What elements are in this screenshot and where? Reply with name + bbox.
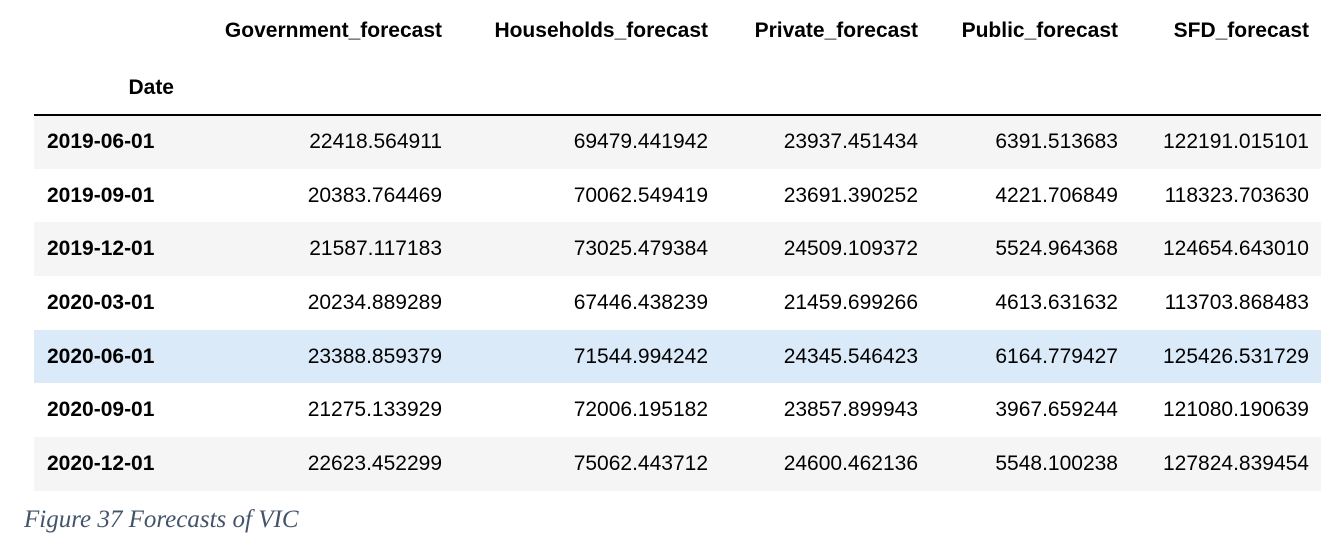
dataframe-output: Government_forecast Households_forecast … [34, 0, 1321, 491]
cell-households: 73025.479384 [573, 237, 708, 261]
cell-households: 70062.549419 [573, 183, 708, 207]
column-header: Households_forecast [494, 18, 708, 42]
cell-sfd: 113703.868483 [1164, 290, 1309, 314]
cell-public: 5524.964368 [995, 237, 1118, 261]
cell-government: 20383.764469 [307, 183, 442, 207]
cell-private: 23857.899943 [783, 398, 918, 422]
empty-header-cell [720, 61, 930, 116]
table-row: 2020-09-01 21275.133929 72006.195182 238… [34, 383, 1321, 437]
cell-government: 21275.133929 [307, 398, 442, 422]
column-header: SFD_forecast [1173, 18, 1309, 42]
cell-public: 3967.659244 [995, 398, 1118, 422]
cell-government: 23388.859379 [307, 344, 442, 368]
cell-sfd: 118323.703630 [1164, 183, 1309, 207]
cell-public: 5548.100238 [995, 451, 1118, 475]
table-row: 2019-12-01 21587.117183 73025.479384 245… [34, 222, 1321, 277]
column-header-row: Government_forecast Households_forecast … [34, 0, 1321, 61]
index-name: Date [34, 61, 184, 116]
cell-households: 72006.195182 [573, 398, 708, 422]
table-header: Government_forecast Households_forecast … [34, 0, 1321, 116]
figure-caption: Figure 37 Forecasts of VIC [24, 506, 299, 533]
row-index-date: 2020-06-01 [47, 344, 155, 368]
cell-government: 22418.564911 [309, 130, 442, 154]
table-row: 2019-09-01 20383.764469 70062.549419 236… [34, 169, 1321, 223]
cell-private: 21459.699266 [783, 290, 918, 314]
column-header: Private_forecast [754, 18, 918, 42]
cell-sfd: 122191.015101 [1163, 130, 1309, 154]
column-header: Government_forecast [224, 18, 442, 42]
index-name-row: Date [34, 61, 1321, 116]
empty-header-cell [930, 61, 1130, 116]
table-body: 2019-06-01 22418.564911 69479.441942 239… [34, 115, 1321, 491]
cell-sfd: 125426.531729 [1163, 344, 1309, 368]
cell-sfd: 124654.643010 [1163, 237, 1309, 261]
cell-private: 24509.109372 [783, 237, 918, 261]
corner-cell [34, 0, 184, 61]
table-row: 2020-03-01 20234.889289 67446.438239 214… [34, 276, 1321, 330]
cell-government: 20234.889289 [307, 290, 442, 314]
row-index-date: 2020-09-01 [47, 398, 155, 422]
cell-households: 71544.994242 [573, 344, 708, 368]
empty-header-cell [1130, 61, 1321, 116]
empty-header-cell [454, 61, 720, 116]
forecast-table: Government_forecast Households_forecast … [34, 0, 1321, 491]
row-index-date: 2020-12-01 [47, 451, 155, 475]
cell-government: 21587.117183 [309, 237, 442, 261]
cell-public: 4221.706849 [995, 183, 1118, 207]
cell-households: 75062.443712 [573, 451, 708, 475]
cell-public: 4613.631632 [995, 290, 1118, 314]
row-index-date: 2020-03-01 [47, 290, 155, 314]
table-row: 2020-12-01 22623.452299 75062.443712 246… [34, 437, 1321, 491]
cell-sfd: 121080.190639 [1163, 398, 1309, 422]
column-header: Public_forecast [961, 18, 1118, 42]
cell-private: 24345.546423 [783, 344, 918, 368]
table-row: 2019-06-01 22418.564911 69479.441942 239… [34, 115, 1321, 169]
row-index-date: 2019-12-01 [47, 237, 155, 261]
table-row-highlighted: 2020-06-01 23388.859379 71544.994242 243… [34, 329, 1321, 384]
cell-households: 67446.438239 [573, 290, 708, 314]
row-index-date: 2019-09-01 [47, 183, 155, 207]
cell-public: 6391.513683 [995, 130, 1118, 154]
row-index-date: 2019-06-01 [47, 130, 155, 154]
cell-sfd: 127824.839454 [1163, 451, 1309, 475]
cell-private: 23937.451434 [783, 130, 918, 154]
cell-households: 69479.441942 [573, 130, 708, 154]
empty-header-cell [184, 61, 454, 116]
cell-private: 24600.462136 [783, 451, 918, 475]
cell-private: 23691.390252 [783, 183, 918, 207]
cell-public: 6164.779427 [995, 344, 1118, 368]
cell-government: 22623.452299 [307, 451, 442, 475]
